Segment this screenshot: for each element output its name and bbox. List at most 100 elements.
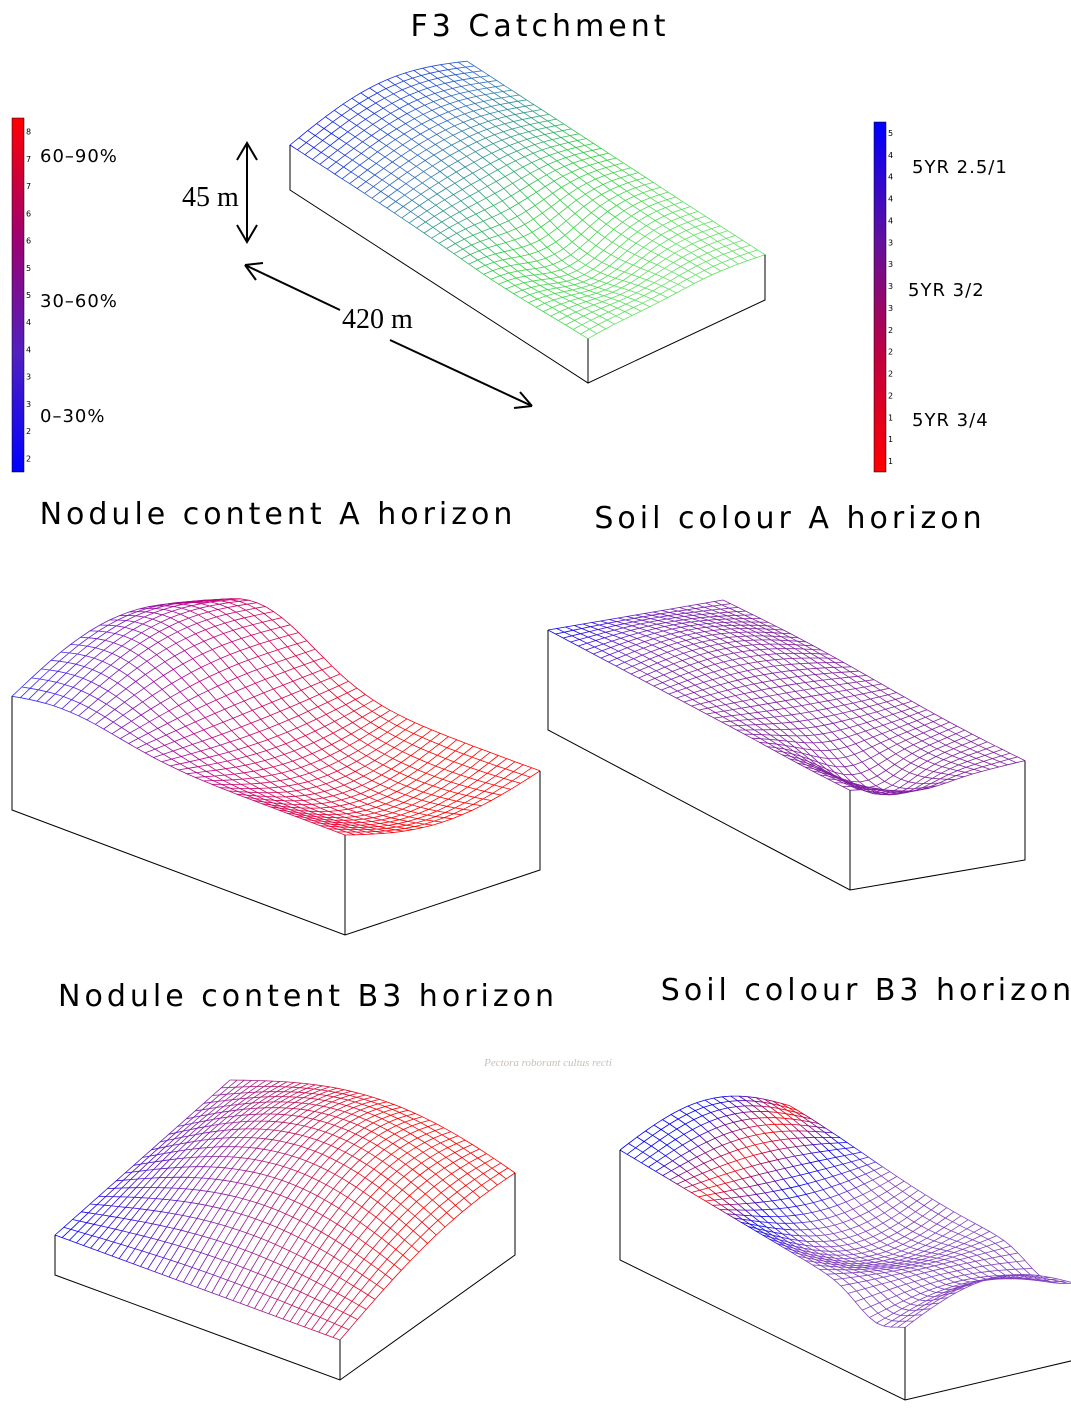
colorbar-tick: 2 [888,348,893,357]
mesh-line [573,245,750,329]
mesh-line [767,718,942,759]
mesh-line [120,649,315,738]
mesh-line [586,619,761,650]
surface [12,599,540,835]
watermark: Pectora roborant cultus recti [483,1057,612,1069]
mesh-line [334,110,632,315]
colorbar-tick: 4 [888,216,893,225]
colorbar-tick: 7 [26,182,31,191]
mesh-line [162,1088,337,1274]
mesh-line [714,1098,999,1282]
mesh-line [297,66,474,150]
colorbar-tick: 2 [26,427,31,436]
mesh-line [782,1103,1067,1282]
colorbar-tick: 3 [888,238,893,247]
panel-title: Soil colour A horizon [594,501,985,536]
surface [290,61,765,339]
block-edge [548,630,1025,890]
mesh-line [805,738,980,792]
colorbar-tick: 1 [888,457,893,466]
colorbar-tick: 3 [26,373,31,382]
mesh-line [891,1278,1061,1328]
mesh-line [37,599,232,702]
colorbar-tick: 5 [888,129,893,138]
legend-label: 5YR 2.5/1 [912,157,1008,178]
panel-title: Nodule content A horizon [40,497,517,532]
mesh-line [290,1140,465,1322]
colorbar-tick: 2 [888,391,893,400]
colorbar-tick: 2 [888,370,893,379]
legend-label: 30–60% [40,291,118,312]
mesh-line [744,706,919,736]
mesh-line [12,603,207,697]
colorbar-tick: 6 [26,237,31,246]
mesh-line [169,1090,344,1277]
mesh-line [558,236,735,321]
colorbar-tick: 8 [26,128,31,137]
colorbar-tick: 3 [888,282,893,291]
colorbar-tick: 1 [888,413,893,422]
colorbar [874,122,886,472]
surface [548,600,1025,795]
mesh-line [618,618,920,795]
colorbar [12,118,24,472]
colorbar-tick: 2 [26,454,31,463]
colorbar-tick: 1 [888,435,893,444]
legend-label: 5YR 3/4 [912,410,989,431]
mesh-line [905,1275,1071,1328]
figure: F3 Catchment 45 m 420 m 60–90% 30–60% 0–… [0,0,1071,1414]
mesh-line [592,623,894,791]
mesh-line [706,603,1008,765]
mesh-line [190,1095,365,1285]
mesh-line [454,168,631,254]
colorbar-tick: 6 [26,209,31,218]
colorbar-tick: 5 [26,264,31,273]
colorbar-tick: 3 [26,400,31,409]
mesh-line [154,681,349,757]
mesh-line [627,1101,797,1155]
legend-label: 60–90% [40,146,118,167]
legend-label: 5YR 3/2 [908,280,985,301]
length-label: 420 m [342,304,413,335]
mesh-line [722,1097,1007,1281]
colorbar-tick: 4 [26,345,31,354]
mesh-line [320,762,515,828]
scale-arrows [237,143,532,408]
mesh-line [898,1276,1068,1328]
colorbar-tick: 4 [888,173,893,182]
colorbar-tick: 4 [888,195,893,204]
block [548,630,1025,890]
mesh-line [188,600,521,783]
block [55,1173,515,1380]
mesh-line [32,678,365,835]
mesh-line [671,609,973,774]
mesh-line [583,624,885,790]
colorbar-tick: 4 [888,151,893,160]
mesh-line [432,66,730,267]
mesh-line [170,695,365,766]
mesh-line [414,70,712,275]
colorbar-tick: 3 [888,304,893,313]
colorbar-tick: 4 [26,318,31,327]
mesh-line [820,746,995,795]
mesh-line [62,1080,237,1238]
legend-label: 0–30% [40,406,105,427]
mesh-line [877,1278,1047,1323]
mesh-line [247,1117,422,1306]
mesh-line [476,182,653,269]
mesh-line [71,645,404,832]
mesh-line [326,1163,501,1335]
mesh-line [333,1168,508,1337]
mesh-line [423,68,721,271]
colorbar-tick: 2 [888,326,893,335]
mesh-line [551,231,728,316]
mesh-line [432,153,609,238]
mesh-line [663,1120,948,1301]
mesh-line [755,1195,925,1242]
colorbar-tick: 3 [888,260,893,269]
title: F3 Catchment [411,9,670,44]
mesh-line [669,663,844,694]
mesh-line [70,607,265,713]
mesh-line [644,614,946,784]
mesh-line [679,608,981,772]
